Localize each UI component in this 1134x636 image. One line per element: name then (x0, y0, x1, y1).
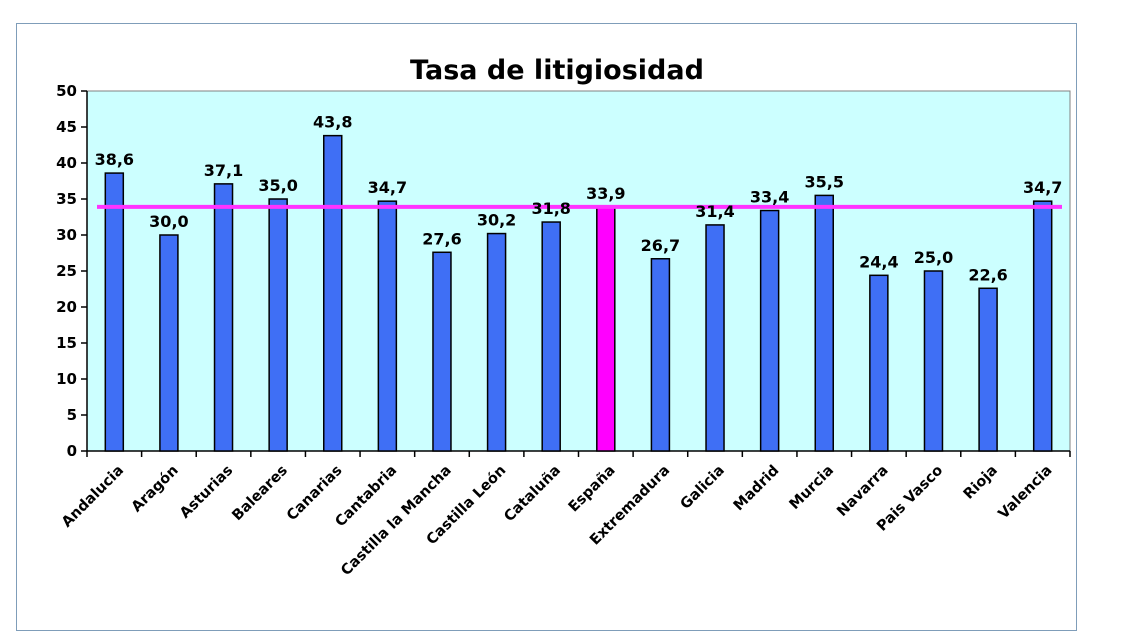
bar (869, 274, 889, 452)
y-tick-label: 0 (67, 442, 77, 460)
bar (159, 234, 179, 452)
data-label: 43,8 (313, 113, 352, 132)
plot-area (86, 90, 1071, 452)
bar (759, 209, 780, 452)
data-label: 30,0 (149, 212, 188, 231)
x-tick-label: Baleares (229, 463, 291, 525)
bar (541, 221, 561, 452)
y-tick-label: 10 (56, 370, 77, 388)
y-tick-label: 5 (67, 406, 77, 424)
bar (814, 194, 834, 452)
x-tick-label: Galicia (678, 463, 728, 513)
data-label: 38,6 (95, 150, 134, 169)
x-tick-label: Castilla la Mancha (338, 463, 455, 580)
x-tick-label: Aragón (129, 463, 182, 516)
bar (432, 251, 452, 452)
bar (1032, 200, 1053, 452)
data-label: 26,7 (641, 236, 680, 255)
data-label: 37,1 (204, 161, 243, 180)
data-label: 33,9 (586, 184, 625, 203)
y-tick-label: 15 (56, 334, 77, 352)
x-tick-label: Rioja (961, 463, 1001, 503)
bar (213, 183, 234, 452)
data-label: 24,4 (859, 252, 898, 271)
bar (650, 258, 671, 452)
bar-chart: Tasa de litigiosidad 0 5 10 15 20 25 30 35 40 45 5… (56, 55, 1071, 580)
bar (978, 287, 998, 452)
y-tick-label: 50 (56, 82, 77, 100)
data-label: 22,6 (968, 265, 1007, 284)
x-tick-label: Valencia (996, 463, 1056, 523)
x-tick-label: Murcia (787, 463, 837, 513)
y-tick-label: 25 (56, 262, 77, 280)
chart-title: Tasa de litigiosidad (410, 55, 704, 86)
data-label: 25,0 (914, 248, 953, 267)
x-tick-label: Andalucia (59, 463, 127, 531)
y-tick-label: 45 (56, 118, 77, 136)
y-tick-label: 30 (56, 226, 77, 244)
x-tick-label: Asturias (177, 463, 236, 522)
bar (104, 172, 125, 452)
y-tick-label: 40 (56, 154, 77, 172)
x-tick-label: Navarra (834, 463, 891, 520)
data-label: 34,7 (368, 178, 407, 197)
data-label: 27,6 (422, 229, 461, 248)
data-label: 31,4 (695, 202, 734, 221)
data-label: 31,8 (531, 199, 570, 218)
bar (377, 200, 398, 452)
x-tick-label: Madrid (731, 463, 783, 515)
bar (323, 134, 343, 452)
x-tick-label: Cataluña (501, 463, 564, 526)
data-label: 35,5 (805, 172, 844, 191)
data-label: 33,4 (750, 188, 789, 207)
data-label: 35,0 (258, 176, 297, 195)
bar (268, 198, 288, 452)
bar-highlight (596, 206, 616, 452)
y-tick-label: 35 (56, 190, 77, 208)
bar (923, 270, 944, 452)
data-label: 30,2 (477, 211, 516, 230)
data-label: 34,7 (1023, 178, 1062, 197)
bar (486, 232, 507, 452)
x-tick-label: España (566, 463, 619, 516)
bar (705, 224, 725, 452)
y-tick-label: 20 (56, 298, 77, 316)
chart-frame: Tasa de litigiosidad 0 5 10 15 20 25 30 35 40 45 5… (16, 23, 1077, 631)
